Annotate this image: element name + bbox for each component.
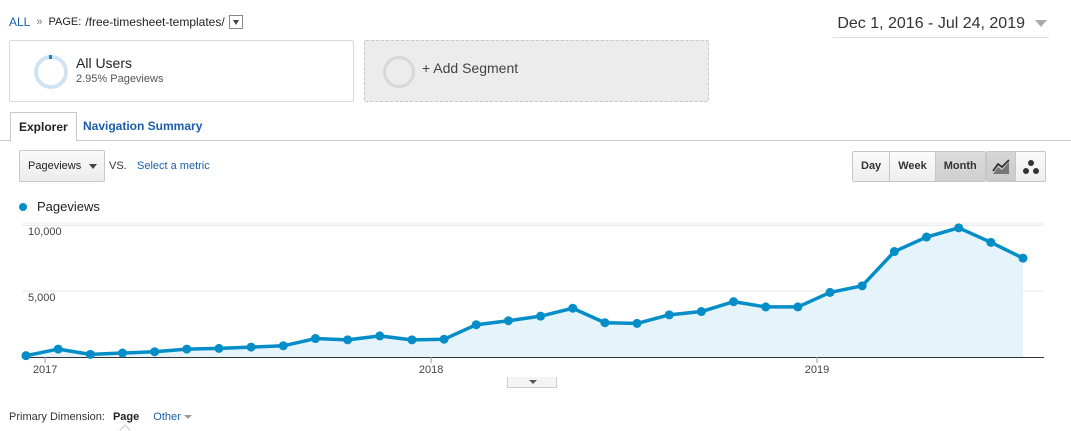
primary-dimension-other[interactable]: Other <box>153 411 181 423</box>
series-line <box>25 226 1024 358</box>
data-point <box>53 344 63 354</box>
data-point <box>310 334 320 344</box>
x-tick-label: 2017 <box>33 364 57 376</box>
line-chart-icon <box>992 158 1010 174</box>
breadcrumb-page-path: /free-timesheet-templates/ <box>85 15 225 29</box>
data-point <box>439 334 449 344</box>
x-tick-label: 2019 <box>805 364 829 376</box>
data-point <box>922 232 932 242</box>
data-point <box>825 287 835 297</box>
period-day-button[interactable]: Day <box>853 152 891 181</box>
empty-segment-ring-icon <box>383 56 415 88</box>
breadcrumb-all-link[interactable]: ALL <box>9 15 31 29</box>
motion-chart-icon <box>1022 159 1039 174</box>
date-range-text: Dec 1, 2016 - Jul 24, 2019 <box>837 14 1025 32</box>
data-point <box>503 316 513 326</box>
primary-dimension-label: Primary Dimension: <box>9 411 105 423</box>
chevron-down-icon <box>183 415 192 419</box>
legend-dot-icon <box>19 202 27 211</box>
segment-title: All Users <box>76 55 133 71</box>
data-point <box>1018 253 1028 263</box>
breadcrumb: ALL » PAGE: /free-timesheet-templates/ <box>9 15 243 29</box>
segment-all-users[interactable]: All Users 2.95% Pageviews <box>9 40 354 102</box>
breadcrumb-separator: » <box>36 16 43 28</box>
data-point <box>246 342 256 352</box>
motion-chart-button[interactable] <box>1016 152 1045 181</box>
data-point <box>182 344 192 354</box>
chevron-down-icon <box>1035 20 1047 27</box>
chart-resize-handle[interactable] <box>507 377 557 388</box>
segment-subtitle: 2.95% Pageviews <box>76 73 164 85</box>
selected-dimension-pointer <box>119 424 131 431</box>
breadcrumb-dimension-label: PAGE: <box>48 16 82 28</box>
report-tabs: Explorer Navigation Summary <box>0 112 1071 142</box>
data-point <box>954 223 964 233</box>
add-segment-button[interactable]: + Add Segment <box>364 40 709 102</box>
primary-dimension-bar: Primary Dimension: Page Other <box>9 411 192 423</box>
tab-navigation-summary[interactable]: Navigation Summary <box>83 119 203 133</box>
data-point <box>407 335 417 345</box>
data-point <box>471 320 481 330</box>
data-point <box>536 311 546 321</box>
data-point <box>761 302 771 312</box>
data-point <box>85 349 95 359</box>
data-point <box>600 318 610 328</box>
data-point <box>889 247 899 257</box>
series-area <box>26 227 1023 357</box>
data-point <box>21 351 31 361</box>
metric-select[interactable]: Pageviews <box>19 150 105 182</box>
data-point <box>278 341 288 351</box>
select-metric-link[interactable]: Select a metric <box>137 160 210 172</box>
chart-legend: Pageviews <box>19 199 100 214</box>
data-point <box>343 335 353 345</box>
segment-ring-icon <box>34 55 68 89</box>
data-point <box>568 303 578 313</box>
data-point <box>375 331 385 341</box>
data-point <box>793 302 803 312</box>
vs-label: VS. <box>109 160 127 172</box>
legend-label: Pageviews <box>37 199 100 214</box>
chart-type-button-group <box>986 151 1046 182</box>
data-point <box>696 307 706 317</box>
period-week-button[interactable]: Week <box>890 152 936 181</box>
data-point <box>729 297 739 307</box>
data-point <box>857 281 867 291</box>
data-point <box>632 318 642 328</box>
period-button-group: Day Week Month <box>852 151 986 182</box>
tab-explorer[interactable]: Explorer <box>10 112 77 142</box>
date-range-picker[interactable]: Dec 1, 2016 - Jul 24, 2019 <box>833 14 1049 38</box>
data-point <box>986 237 996 247</box>
y-tick-label: 10,000 <box>28 226 62 238</box>
data-point <box>150 347 160 357</box>
data-point <box>664 310 674 320</box>
line-chart-button[interactable] <box>987 152 1016 181</box>
data-point <box>214 343 224 353</box>
add-segment-label: + Add Segment <box>422 60 519 76</box>
primary-dimension-page[interactable]: Page <box>112 411 140 423</box>
x-tick-label: 2018 <box>419 364 443 376</box>
data-point <box>117 348 127 358</box>
breadcrumb-dropdown-icon[interactable] <box>228 15 243 29</box>
period-month-button[interactable]: Month <box>935 152 985 181</box>
pageviews-chart: 10,000 5,000 2017 2018 2019 <box>21 222 1044 376</box>
y-tick-label: 5,000 <box>28 292 56 304</box>
